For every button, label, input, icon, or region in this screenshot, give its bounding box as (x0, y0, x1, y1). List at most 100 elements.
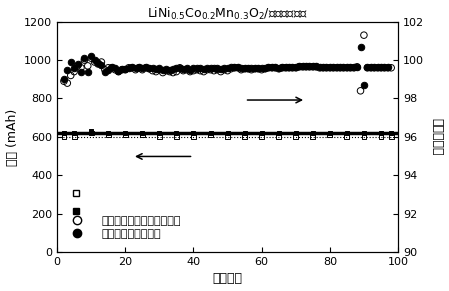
Point (251, 66, 259, 71)
Point (111, 65, 119, 70)
Point (60, 131, 67, 135)
Point (343, 131, 351, 135)
X-axis label: 循环周数: 循环周数 (212, 272, 242, 285)
Point (108, 65, 115, 69)
Point (166, 68, 173, 72)
Point (258, 65, 265, 70)
Point (74, 63, 81, 68)
Point (224, 68, 231, 73)
Point (234, 65, 242, 69)
Point (347, 65, 354, 70)
Point (159, 70, 167, 75)
Point (145, 65, 153, 70)
Point (275, 66, 282, 71)
Point (302, 65, 309, 69)
Point (156, 65, 163, 70)
Point (292, 65, 299, 70)
Title: LiNi$_{0.5}$Co$_{0.2}$Mn$_{0.3}$O$_2$/石墨软包电池: LiNi$_{0.5}$Co$_{0.2}$Mn$_{0.3}$O$_2$/石墨… (147, 6, 308, 22)
Point (377, 65, 384, 69)
Point (361, 33, 368, 38)
Point (272, 65, 279, 69)
Point (343, 134, 351, 139)
Point (159, 68, 167, 72)
Point (200, 66, 207, 71)
Y-axis label: 容量 (mAh): 容量 (mAh) (5, 108, 18, 166)
Point (255, 66, 262, 71)
Point (152, 66, 159, 71)
Point (220, 68, 228, 72)
Point (340, 65, 347, 70)
Point (343, 65, 351, 69)
Point (340, 65, 347, 69)
Point (269, 65, 276, 69)
Point (323, 65, 330, 70)
Point (278, 65, 286, 70)
Point (275, 65, 282, 70)
Point (323, 65, 330, 69)
Point (180, 68, 187, 73)
Point (367, 65, 374, 69)
Point (60, 134, 67, 139)
Point (272, 65, 279, 70)
Point (111, 68, 119, 72)
Point (292, 134, 299, 139)
Point (224, 65, 231, 70)
Point (115, 69, 122, 74)
Point (343, 65, 351, 70)
Point (163, 66, 170, 71)
Point (74, 62, 81, 66)
Point (128, 65, 136, 70)
Point (84, 69, 92, 74)
Point (166, 69, 173, 74)
Point (227, 65, 234, 69)
Point (353, 65, 361, 69)
Point (353, 65, 361, 69)
Point (156, 134, 163, 139)
Point (258, 68, 265, 72)
Point (258, 134, 265, 139)
Point (125, 65, 132, 70)
Point (207, 65, 214, 70)
Point (105, 131, 112, 135)
Point (139, 131, 146, 135)
Point (244, 65, 251, 70)
Point (241, 66, 248, 71)
Point (132, 65, 139, 70)
Point (244, 66, 251, 71)
Point (101, 69, 108, 74)
Point (77, 69, 84, 74)
Point (70, 134, 78, 139)
Point (217, 66, 224, 71)
Point (197, 65, 204, 70)
Point (183, 68, 190, 72)
Point (350, 65, 357, 70)
Point (88, 56, 95, 61)
Point (261, 65, 269, 70)
Point (98, 60, 105, 64)
Point (118, 68, 125, 72)
Point (190, 131, 197, 135)
Point (91, 60, 98, 64)
Point (105, 133, 112, 137)
Point (173, 69, 180, 74)
Point (98, 63, 105, 67)
Point (118, 66, 125, 71)
Point (265, 65, 272, 69)
Point (88, 129, 95, 134)
Point (364, 65, 371, 69)
Point (142, 65, 150, 70)
Point (94, 61, 101, 65)
Point (173, 131, 180, 135)
Point (186, 69, 194, 74)
Point (70, 131, 78, 135)
Point (333, 65, 340, 69)
Point (183, 65, 190, 70)
Point (278, 65, 286, 69)
Point (336, 65, 343, 70)
Point (64, 81, 71, 86)
Point (285, 65, 292, 70)
Point (387, 131, 395, 135)
Point (306, 63, 313, 68)
Point (180, 66, 187, 71)
Point (241, 131, 248, 135)
